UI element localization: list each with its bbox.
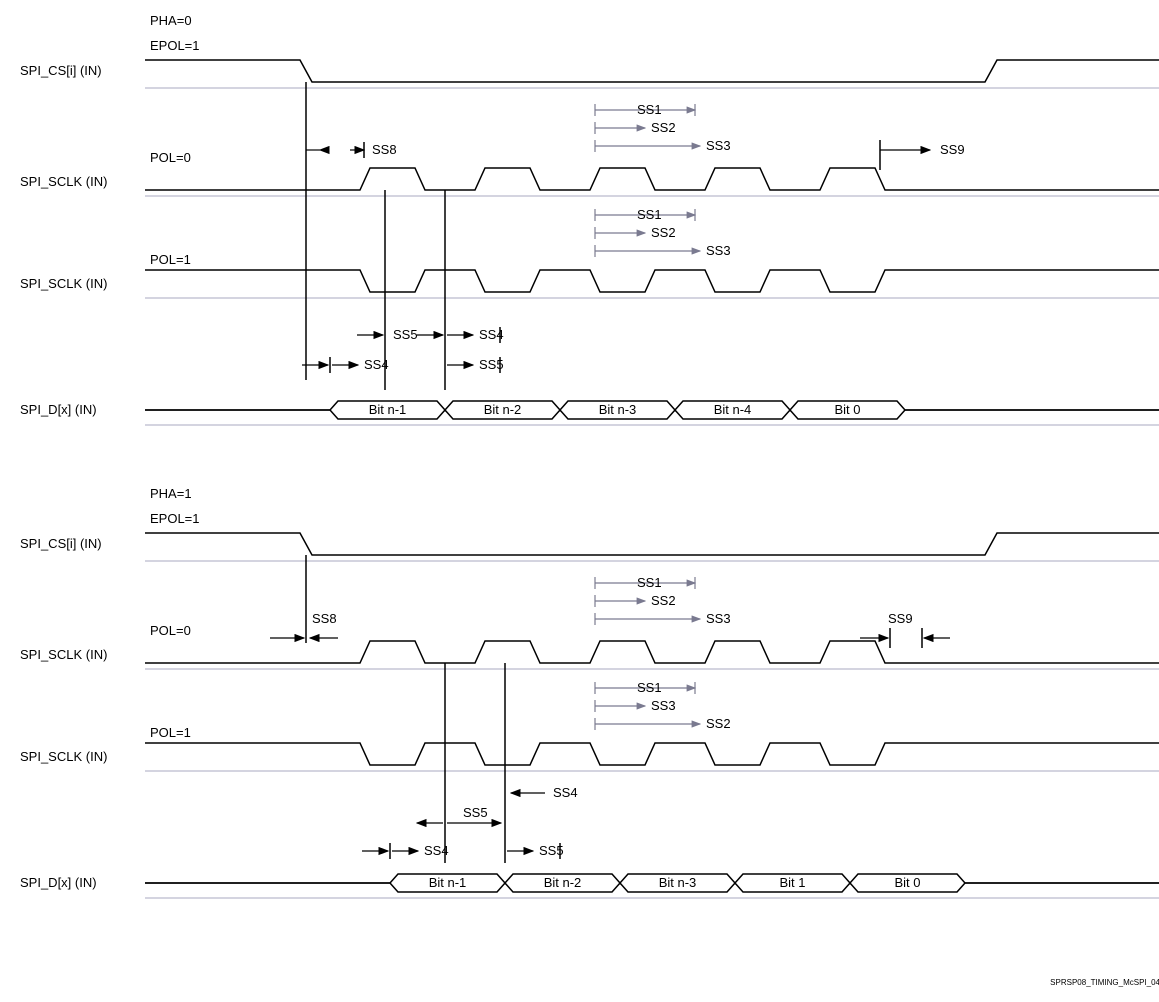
sclk1-pol: POL=1: [150, 252, 191, 267]
data-wave-top: [145, 874, 1159, 883]
svg-text:SS1: SS1: [637, 207, 662, 222]
sclk1-label: SPI_SCLK (IN): [20, 749, 107, 764]
footer-label: SPRSP08_TIMING_McSPI_04: [1050, 978, 1159, 987]
section-pha0: PHA=0 EPOL=1 SPI_CS[i] (IN) SPI_SCLK (IN) PO…: [20, 13, 1159, 425]
data-label: SPI_D[x] (IN): [20, 402, 97, 417]
bit-label-3: Bit n-4: [714, 402, 752, 417]
svg-text:SS1: SS1: [637, 680, 662, 695]
ss9-label: SS9: [888, 611, 913, 626]
cs-label: SPI_CS[i] (IN): [20, 536, 102, 551]
cs-wave: [145, 60, 1159, 82]
sclk0-label: SPI_SCLK (IN): [20, 174, 107, 189]
svg-text:SS3: SS3: [706, 138, 731, 153]
bit-label-1: Bit n-2: [484, 402, 522, 417]
epol-label: EPOL=1: [150, 38, 200, 53]
data-wave-top: [145, 401, 1159, 410]
svg-text:SS3: SS3: [706, 243, 731, 258]
sclk0-wave: [145, 641, 1159, 663]
svg-text:SS2: SS2: [651, 593, 676, 608]
sclk1-wave: [145, 743, 1159, 765]
svg-text:SS2: SS2: [651, 120, 676, 135]
sclk1-wave: [145, 270, 1159, 292]
sclk0-wave: [145, 168, 1159, 190]
bit-label-4: Bit 0: [894, 875, 920, 890]
bit-label-2: Bit n-3: [599, 402, 637, 417]
section-pha1: PHA=1 EPOL=1 SPI_CS[i] (IN) SPI_SCLK (IN) PO…: [20, 486, 1159, 898]
cs-wave: [145, 533, 1159, 555]
epol-label: EPOL=1: [150, 511, 200, 526]
bit-label-2: Bit n-3: [659, 875, 697, 890]
svg-text:SS4: SS4: [364, 357, 389, 372]
cs-label: SPI_CS[i] (IN): [20, 63, 102, 78]
pha-label: PHA=1: [150, 486, 192, 501]
ss8-label: SS8: [372, 142, 397, 157]
sclk1-label: SPI_SCLK (IN): [20, 276, 107, 291]
svg-text:SS4: SS4: [424, 843, 449, 858]
sclk0-label: SPI_SCLK (IN): [20, 647, 107, 662]
svg-text:SS3: SS3: [706, 611, 731, 626]
data-wave-bot: [145, 883, 1159, 892]
timing-diagram: PHA=0 EPOL=1 SPI_CS[i] (IN) SPI_SCLK (IN) PO…: [10, 10, 1159, 992]
svg-text:SS2: SS2: [706, 716, 731, 731]
svg-text:SS1: SS1: [637, 575, 662, 590]
svg-text:SS3: SS3: [651, 698, 676, 713]
svg-text:SS2: SS2: [651, 225, 676, 240]
ss9-label: SS9: [940, 142, 965, 157]
bit-label-3: Bit 1: [779, 875, 805, 890]
sclk0-pol: POL=0: [150, 150, 191, 165]
ss8-label: SS8: [312, 611, 337, 626]
sclk0-pol: POL=0: [150, 623, 191, 638]
svg-text:SS5: SS5: [463, 805, 488, 820]
sclk1-pol: POL=1: [150, 725, 191, 740]
svg-text:SS4: SS4: [553, 785, 578, 800]
bit-label-0: Bit n-1: [369, 402, 407, 417]
data-label: SPI_D[x] (IN): [20, 875, 97, 890]
data-wave-bot: [145, 410, 1159, 419]
bit-label-4: Bit 0: [834, 402, 860, 417]
svg-text:SS1: SS1: [637, 102, 662, 117]
bit-label-0: Bit n-1: [429, 875, 467, 890]
pha-label: PHA=0: [150, 13, 192, 28]
svg-text:SS5: SS5: [393, 327, 418, 342]
bit-label-1: Bit n-2: [544, 875, 582, 890]
